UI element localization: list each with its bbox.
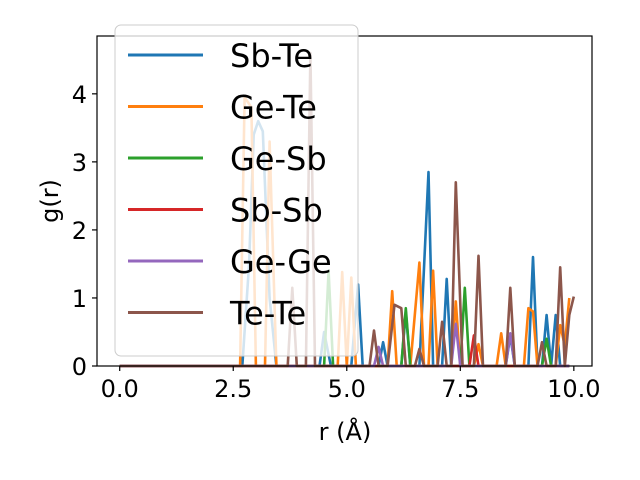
x-axis-label: r (Å) bbox=[319, 417, 372, 446]
y-axis-ticks: 0 1 2 3 4 bbox=[72, 81, 97, 381]
x-tick-label: 0.0 bbox=[101, 375, 139, 403]
legend: Sb-Te Ge-Te Ge-Sb Sb-Sb Ge-Ge Te-Te bbox=[114, 24, 359, 357]
legend-label-ge-te: Ge-Te bbox=[230, 89, 317, 127]
x-tick-label: 2.5 bbox=[214, 375, 252, 403]
y-tick-label: 3 bbox=[72, 149, 87, 177]
x-axis-ticks: 0.0 2.5 5.0 7.5 10.0 bbox=[101, 366, 601, 403]
y-tick-label: 1 bbox=[72, 285, 87, 313]
legend-label-te-te: Te-Te bbox=[229, 295, 306, 333]
y-tick-label: 0 bbox=[72, 353, 87, 381]
legend-label-sb-te: Sb-Te bbox=[230, 37, 313, 75]
y-tick-label: 2 bbox=[72, 217, 87, 245]
x-tick-label: 10.0 bbox=[547, 375, 600, 403]
legend-label-sb-sb: Sb-Sb bbox=[230, 192, 323, 230]
y-axis-label: g(r) bbox=[36, 179, 64, 223]
y-tick-label: 4 bbox=[72, 81, 87, 109]
legend-label-ge-ge: Ge-Ge bbox=[230, 243, 332, 281]
x-tick-label: 5.0 bbox=[328, 375, 366, 403]
legend-label-ge-sb: Ge-Sb bbox=[230, 140, 327, 178]
x-tick-label: 7.5 bbox=[441, 375, 479, 403]
